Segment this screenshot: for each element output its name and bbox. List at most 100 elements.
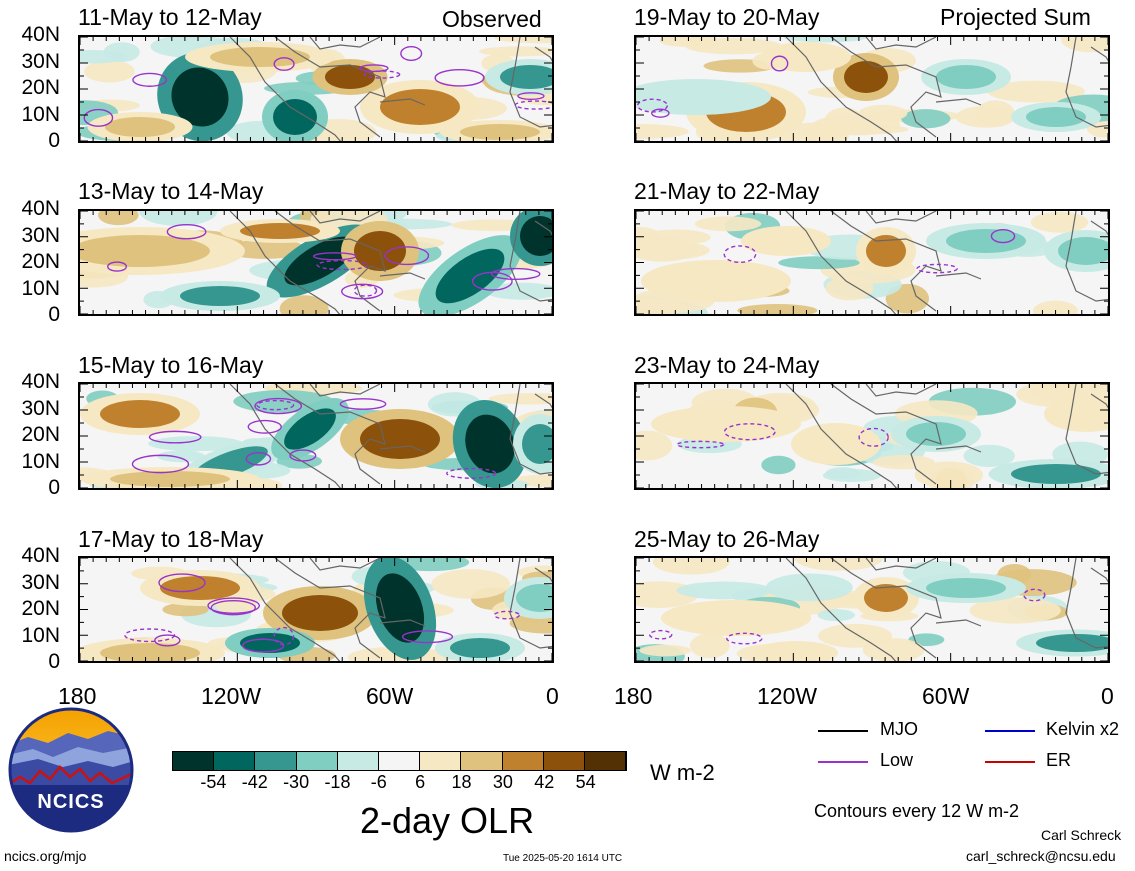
x-tick-label: 180	[614, 683, 653, 709]
olr-anomaly-blob	[325, 65, 375, 89]
low-contour	[1023, 588, 1046, 602]
projected-label: Projected Sum	[940, 4, 1091, 30]
olr-anomaly-blob	[866, 235, 906, 267]
y-tick-label: 30N	[21, 570, 60, 594]
er-legend-line	[985, 761, 1035, 763]
colorbar-bin	[255, 752, 297, 770]
olr-anomaly-blob	[864, 584, 908, 612]
olr-map-projected-2	[634, 209, 1110, 316]
y-tick-label: 30N	[21, 49, 60, 73]
mjo-legend-line	[818, 730, 868, 732]
coastline	[865, 558, 937, 571]
colorbar-bin	[173, 752, 215, 770]
colorbar-bin	[214, 752, 256, 770]
olr-map-projected-1	[634, 35, 1110, 143]
olr-anomaly-patch	[98, 211, 139, 226]
x-tick-label: 120W	[201, 683, 262, 709]
olr-anomaly-patch	[1061, 37, 1108, 53]
olr-anomaly-patch	[765, 573, 853, 602]
coastline	[274, 211, 386, 312]
low-contour	[241, 638, 285, 653]
low-contour	[434, 69, 485, 87]
kelvin-legend-line	[985, 730, 1035, 732]
low-contour	[289, 449, 317, 462]
coastline	[1065, 384, 1108, 475]
colorbar-bin	[337, 752, 379, 770]
panel-title: 13-May to 14-May	[78, 178, 264, 204]
y-tick-label: 10N	[21, 623, 60, 647]
olr-anomaly-blob	[460, 124, 540, 140]
x-tick-label: 120W	[757, 683, 818, 709]
olr-anomaly-blob	[844, 61, 888, 93]
olr-anomaly-blob	[171, 67, 229, 127]
olr-anomaly-patch	[901, 109, 951, 129]
olr-anomaly-patch	[636, 124, 689, 139]
colorbar-tick-label: 42	[534, 772, 555, 792]
coastline	[785, 211, 897, 314]
low-contour	[723, 423, 776, 441]
olr-field	[636, 211, 1108, 314]
olr-anomaly-blob	[105, 117, 175, 137]
coastline	[830, 384, 942, 485]
panel-title: 25-May to 26-May	[634, 526, 820, 552]
y-tick-label: 40N	[21, 197, 60, 220]
coastline	[1090, 220, 1108, 236]
coastline	[534, 393, 552, 409]
observed-label: Observed	[442, 6, 542, 32]
panel-title: 15-May to 16-May	[78, 352, 264, 378]
coastline	[785, 37, 898, 141]
olr-anomaly-blob	[465, 414, 515, 474]
olr-anomaly-blob	[375, 573, 425, 643]
author-email: carl_schreck@ncsu.edu	[966, 848, 1116, 864]
coastline	[865, 384, 937, 397]
ncics-logo: NCICS	[8, 707, 134, 833]
logo-text: NCICS	[37, 791, 105, 813]
coastline	[379, 272, 426, 280]
olr-anomaly-patch	[817, 623, 893, 648]
olr-anomaly-blob	[946, 229, 1026, 253]
panel-title: 17-May to 18-May	[78, 526, 264, 552]
coastline	[935, 272, 982, 280]
low-contour	[132, 72, 168, 87]
low-contour	[517, 92, 545, 101]
olr-field	[80, 558, 552, 661]
low-contour	[384, 246, 430, 266]
low-contour	[148, 430, 202, 444]
olr-anomaly-patch	[652, 558, 730, 575]
olr-anomaly-blob	[1036, 634, 1108, 652]
coastline	[309, 37, 381, 50]
colorbar-tick-label: 30	[492, 772, 513, 792]
y-tick-label: 20N	[21, 76, 60, 99]
coastline	[785, 384, 898, 488]
low-contour	[493, 610, 520, 620]
olr-anomaly-blob	[100, 400, 180, 428]
olr-field	[636, 384, 1108, 488]
low-contour	[154, 634, 181, 647]
coastline	[865, 211, 937, 224]
y-tick-label: 20N	[21, 423, 60, 446]
olr-anomaly-blob	[450, 638, 510, 658]
low-contour	[273, 57, 295, 71]
colorbar-bin	[378, 752, 421, 770]
y-tick-label: 40N	[21, 370, 60, 393]
coastline	[274, 37, 386, 138]
olr-anomaly-blob	[240, 223, 320, 239]
olr-anomaly-blob	[646, 85, 746, 109]
olr-anomaly-patch	[162, 602, 209, 617]
low-contour	[990, 228, 1016, 244]
low-contour	[245, 451, 272, 466]
coastline	[379, 98, 426, 106]
y-tick-label: 10N	[21, 276, 60, 300]
y-tick-label: 40N	[21, 544, 60, 567]
panel-title: 21-May to 22-May	[634, 178, 820, 204]
low-contour	[723, 245, 757, 264]
olr-anomaly-patch	[478, 46, 552, 57]
coastline	[309, 211, 381, 224]
olr-anomaly-blob	[110, 471, 230, 487]
low-contour	[210, 600, 256, 616]
olr-anomaly-blob	[906, 422, 966, 446]
olr-field	[636, 37, 1108, 141]
colorbar-tick-label: -30	[283, 772, 310, 792]
coastline	[274, 558, 386, 659]
olr-anomaly-patch	[824, 107, 865, 136]
